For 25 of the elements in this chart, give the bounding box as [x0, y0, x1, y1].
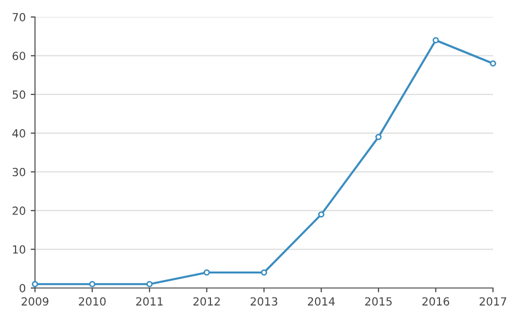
x-tick-label: 2011 — [136, 297, 163, 306]
point — [432, 37, 439, 44]
x-tick-label: 2016 — [422, 297, 450, 306]
x-tick-label: 2012 — [193, 297, 220, 306]
y-tick-label: 10 — [13, 245, 26, 254]
x-tick-label: 2009 — [22, 297, 48, 306]
x-tick-label: 2014 — [308, 297, 335, 306]
point — [146, 281, 153, 288]
y-tick-label: 20 — [12, 206, 26, 215]
y-tick-label: 40 — [12, 129, 26, 138]
x-tick-label: 2015 — [365, 297, 392, 306]
x-tick-label: 2010 — [78, 297, 106, 306]
y-tick-label: 30 — [12, 168, 26, 176]
y-tick-label: 70 — [12, 12, 26, 22]
x-tick-label: 2013 — [250, 297, 278, 306]
x-tick-label: 2017 — [480, 297, 506, 306]
point — [490, 60, 496, 67]
y-tick-label: 0 — [20, 284, 26, 292]
y-tick-label: 60 — [12, 52, 26, 60]
y-tick-label: 50 — [12, 90, 26, 99]
point — [204, 269, 210, 276]
point — [318, 211, 324, 218]
point — [260, 269, 268, 276]
point — [89, 281, 96, 288]
point — [375, 134, 382, 140]
